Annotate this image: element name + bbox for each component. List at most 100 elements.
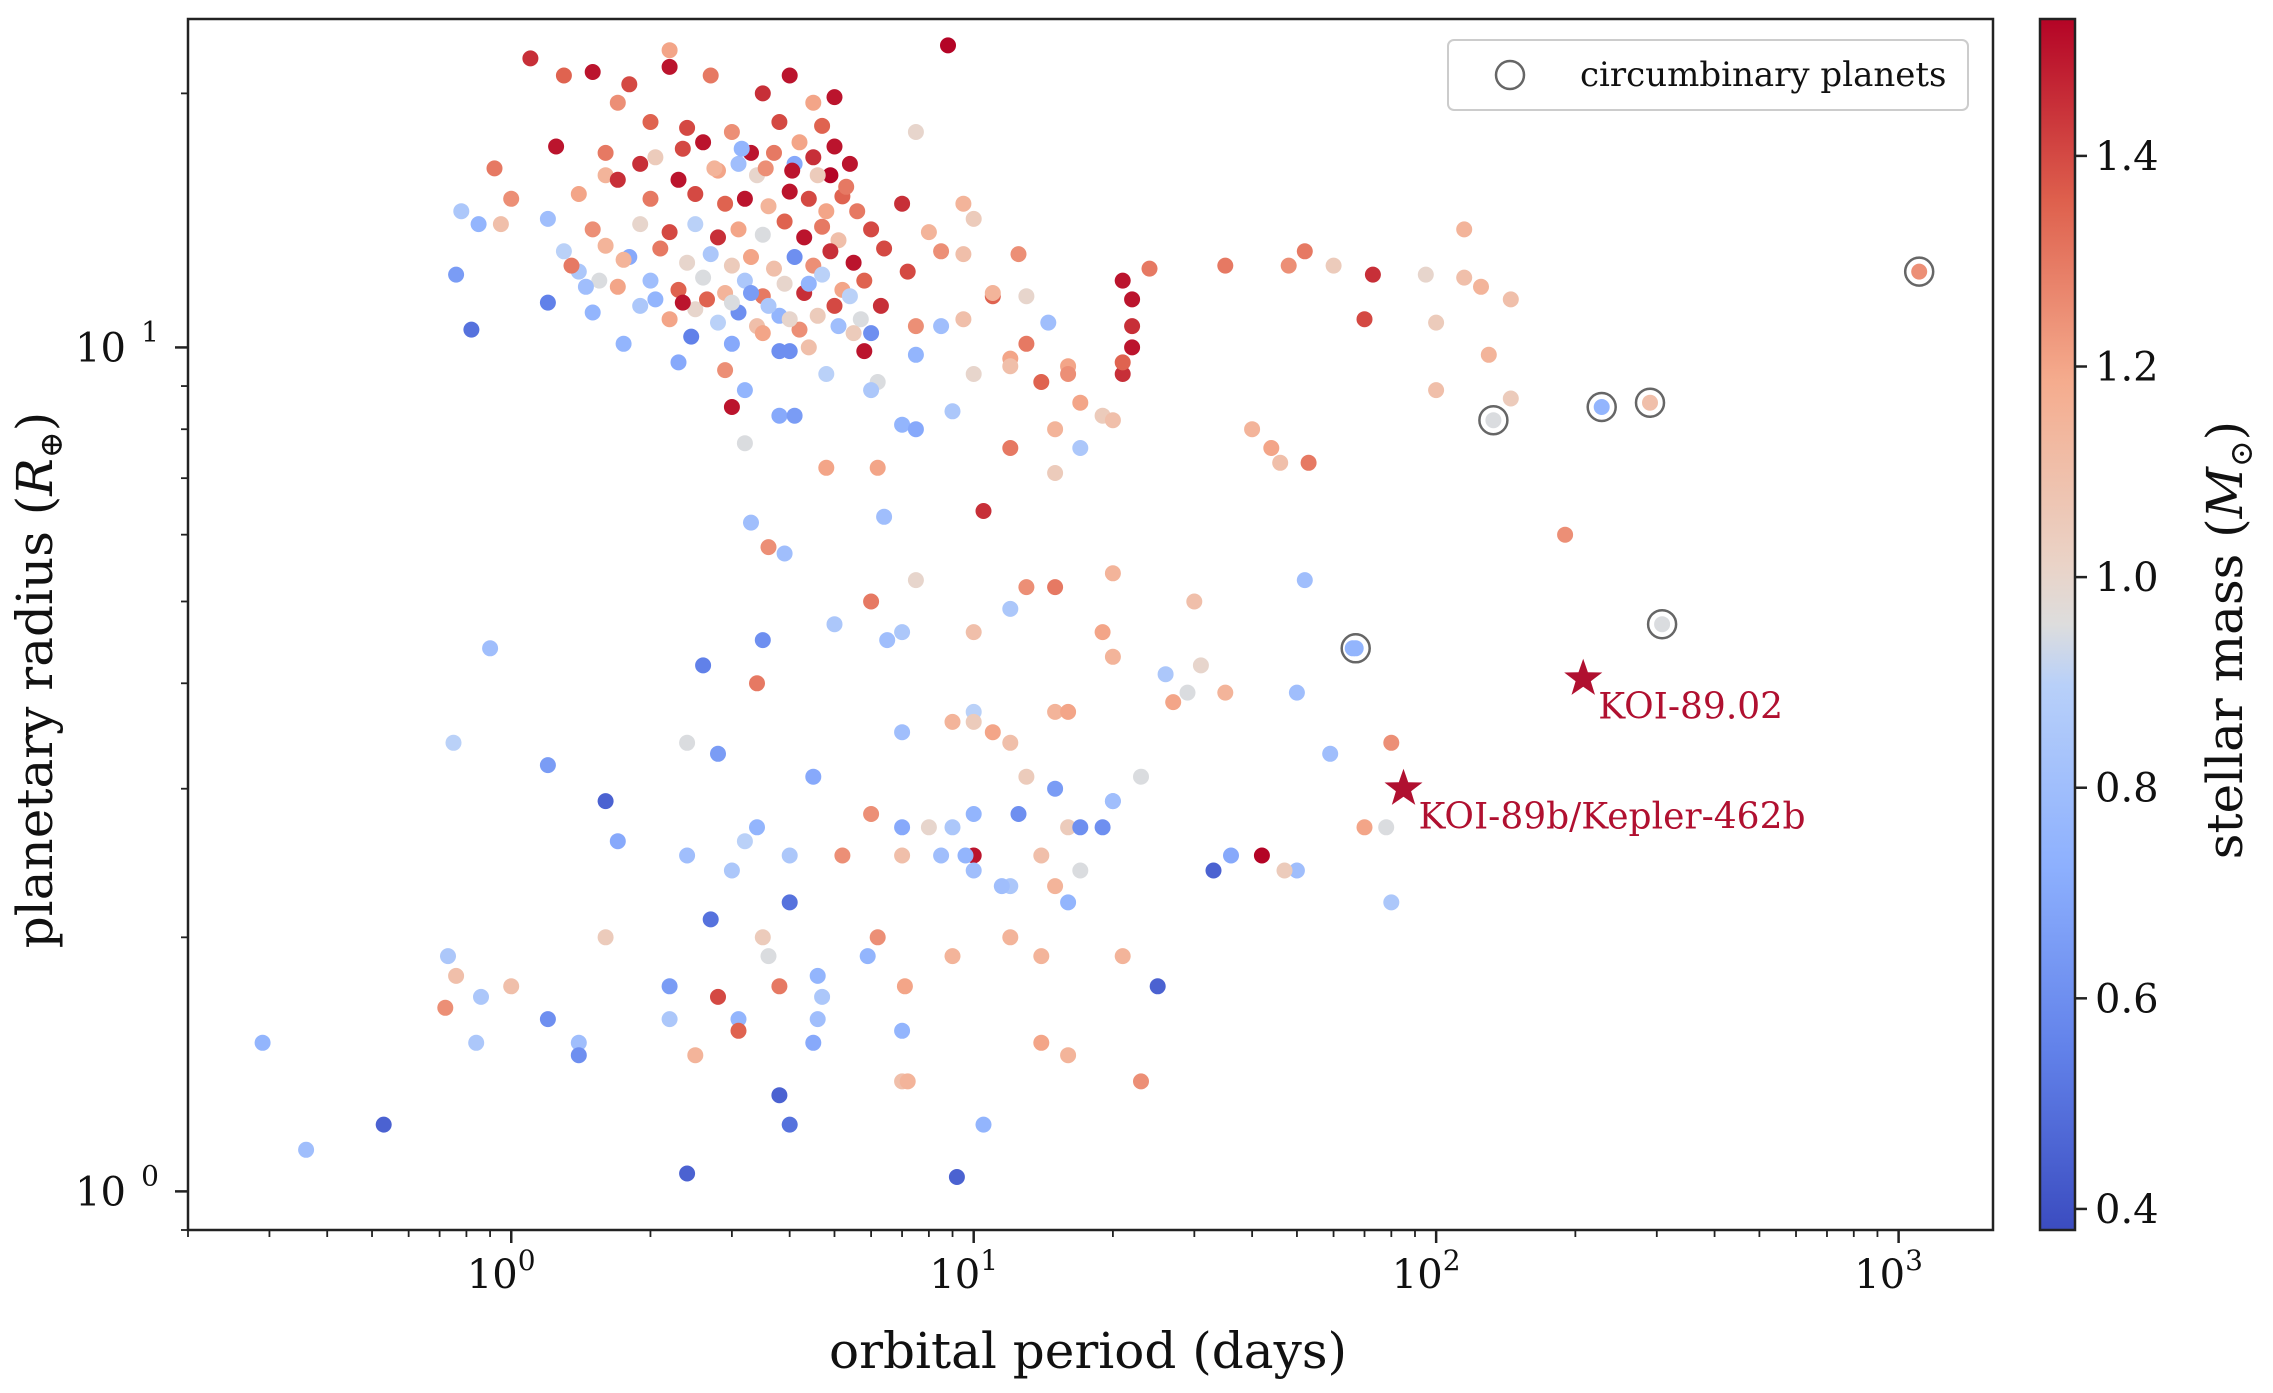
planet-point <box>642 190 659 207</box>
planet-point <box>1072 440 1089 456</box>
planet-point <box>1060 1047 1077 1064</box>
planet-point <box>563 257 580 274</box>
planet-point <box>470 216 487 233</box>
planet-point <box>1276 862 1293 879</box>
planet-point <box>1072 819 1089 836</box>
planet-point <box>814 266 831 283</box>
circumbinary-ring <box>1340 633 1371 664</box>
x-tick-label: 102 <box>1392 1244 1461 1298</box>
planet-point <box>975 1116 992 1133</box>
planet-point <box>760 198 777 215</box>
planet-point <box>723 124 740 140</box>
planet-point <box>1047 465 1064 481</box>
highlight-star-icon <box>1384 768 1423 805</box>
planet-point <box>597 237 614 254</box>
planet-point <box>800 275 817 292</box>
planet-point <box>869 929 886 946</box>
planet-point <box>863 325 880 342</box>
planet-point <box>1018 579 1035 596</box>
planet-point <box>760 539 777 556</box>
planet-point <box>710 229 726 246</box>
planet-point <box>1456 269 1473 286</box>
planet-point <box>896 978 913 995</box>
planet-point <box>944 403 961 420</box>
colorbar-tick-label: 0.8 <box>2095 766 2159 812</box>
legend-box <box>1447 39 1969 111</box>
planet-point <box>800 339 817 356</box>
y-tick-exponent: 0 <box>141 1159 159 1192</box>
planet-point <box>584 64 601 80</box>
planet-point <box>609 278 626 295</box>
planet-point <box>826 297 843 314</box>
planet-point <box>555 243 572 260</box>
highlight-label: KOI-89.02 <box>1598 687 1783 728</box>
planet-point <box>736 272 753 289</box>
planet-point <box>1033 1034 1050 1051</box>
circumbinary-ring <box>1478 404 1509 436</box>
planet-point <box>1473 278 1489 295</box>
planet-point <box>670 281 687 298</box>
planet-point <box>948 1169 965 1185</box>
planet-point <box>717 195 734 212</box>
planet-point <box>486 160 503 177</box>
planet-point <box>539 757 556 774</box>
planet-point <box>652 240 669 257</box>
planet-point <box>647 291 664 308</box>
circumbinary-markers <box>1340 256 1935 664</box>
plot-frame <box>186 17 1995 1232</box>
planet-point <box>679 254 696 271</box>
planet-point <box>872 297 889 314</box>
planet-point <box>933 847 950 864</box>
planet-point <box>539 210 556 227</box>
planet-point <box>826 138 843 155</box>
planet-point <box>830 232 847 249</box>
planet-point <box>736 833 753 850</box>
planet-point <box>894 1022 911 1039</box>
planet-point <box>597 793 614 810</box>
planet-point <box>1280 257 1297 274</box>
planet-point <box>661 42 678 59</box>
planet-point <box>723 335 740 352</box>
circumbinary-point <box>1642 394 1658 411</box>
planet-point <box>647 149 664 166</box>
planet-point <box>1033 948 1050 965</box>
planet-point <box>955 246 972 263</box>
planet-point <box>907 318 924 335</box>
planet-point <box>1263 440 1280 456</box>
planet-point <box>754 632 771 649</box>
planet-point <box>679 847 696 864</box>
planet-point <box>1502 390 1519 407</box>
planet-point <box>1325 257 1342 274</box>
planet-point <box>591 272 608 289</box>
planet-point <box>805 149 822 166</box>
planet-point <box>957 847 974 864</box>
highlighted-planets: KOI-89.02 KOI-89b/Kepler-462b <box>1384 658 1806 838</box>
planet-point <box>771 978 788 995</box>
planet-point <box>699 291 715 308</box>
planet-point <box>933 318 950 335</box>
planet-point <box>1356 819 1373 836</box>
planet-point <box>1114 354 1131 371</box>
planet-point <box>609 171 626 188</box>
planet-point <box>445 734 462 751</box>
y-tick-label: 10 <box>75 325 126 371</box>
planet-point <box>375 1116 392 1133</box>
legend-marker-icon <box>1494 59 1526 91</box>
planet-point <box>717 362 734 379</box>
planet-point <box>555 67 572 84</box>
planet-point <box>1288 862 1305 879</box>
circumbinary-point <box>1347 640 1364 657</box>
planet-point <box>597 929 614 946</box>
planet-point <box>448 967 465 984</box>
planet-point <box>723 257 740 274</box>
planet-point <box>679 1165 696 1182</box>
planet-point <box>1010 806 1027 822</box>
planet-point <box>723 294 740 311</box>
planet-point <box>826 89 843 106</box>
planet-point <box>776 545 793 562</box>
planet-point <box>1104 648 1121 665</box>
planet-point <box>1072 862 1089 879</box>
circumbinary-point <box>1485 412 1502 429</box>
planet-point <box>754 85 771 102</box>
